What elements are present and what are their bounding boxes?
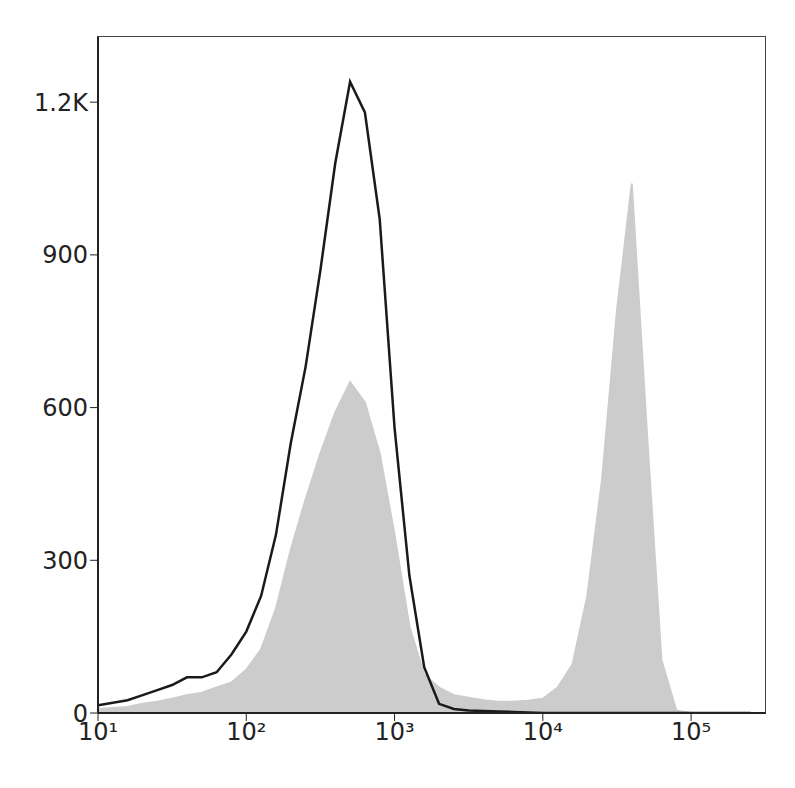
svg-text:300: 300	[42, 547, 88, 575]
svg-text:10³: 10³	[374, 718, 414, 746]
svg-text:0: 0	[73, 700, 88, 728]
svg-text:10⁴: 10⁴	[523, 718, 563, 746]
svg-text:900: 900	[42, 241, 88, 269]
svg-text:1.2K: 1.2K	[34, 89, 89, 117]
svg-text:10²: 10²	[226, 718, 266, 746]
svg-text:10¹: 10¹	[77, 718, 119, 746]
svg-text:600: 600	[42, 394, 88, 422]
svg-text:10⁵: 10⁵	[671, 718, 711, 746]
